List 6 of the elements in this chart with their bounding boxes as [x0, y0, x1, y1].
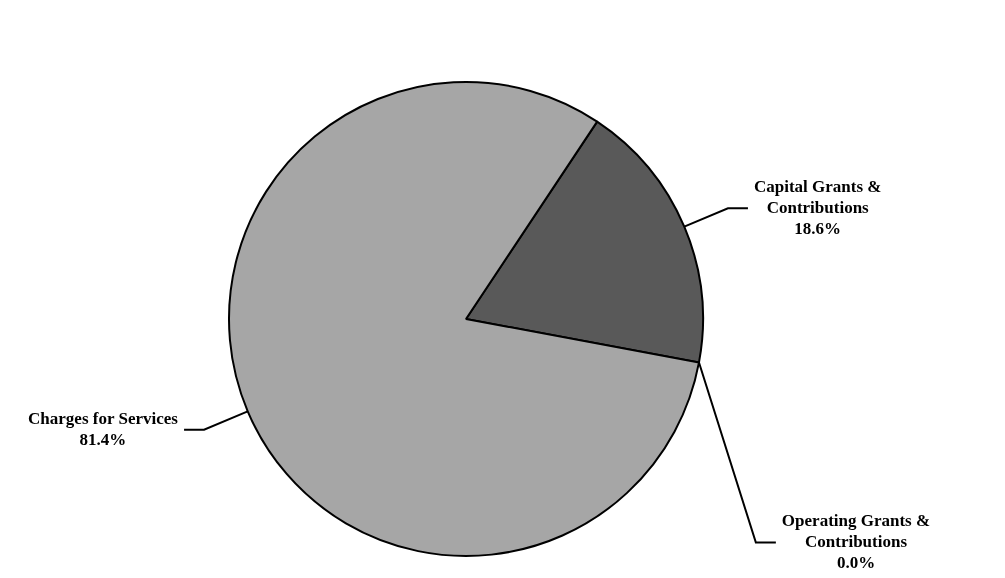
text: 0.0% — [836, 552, 876, 572]
slice-label: Capital Grants & Contributions — [753, 176, 882, 217]
category-label: Operating Grants & Contributions — [781, 510, 931, 551]
data-label: 18.6% — [794, 218, 842, 238]
data-label: 81.4% — [79, 429, 127, 449]
slice-label: Charges for Services — [28, 408, 179, 428]
